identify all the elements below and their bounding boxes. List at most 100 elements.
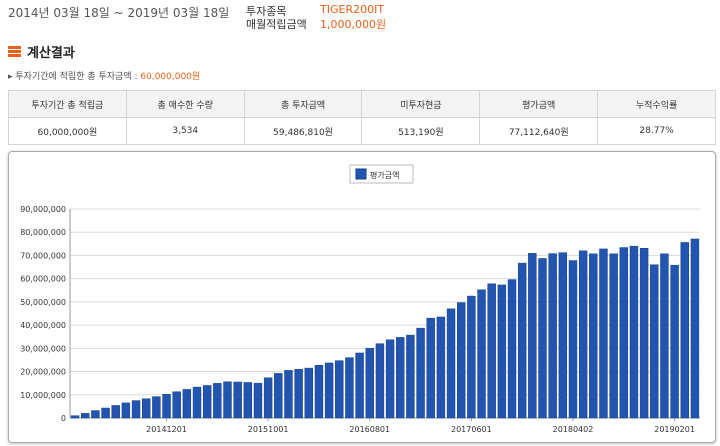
- bar: [578, 250, 588, 419]
- value-uninvested-cash: 513,190원: [361, 117, 481, 145]
- bar: [660, 253, 669, 419]
- bar: [497, 284, 507, 419]
- bar: [81, 413, 90, 419]
- bar: [70, 415, 80, 419]
- legend-label: 평가금액: [370, 170, 399, 180]
- bar: [629, 245, 639, 419]
- chart-canvas: 평가금액 0 10,000,000 20,000,000 30,000,000 40,00…: [20, 164, 700, 434]
- summary-header-row: 투자기간 총 적립금 총 매수한 수량 총 투자금액 미투자현금 평가금액 누적…: [8, 90, 716, 118]
- bar: [416, 327, 425, 419]
- header-valuation: 평가금액: [479, 90, 599, 118]
- y-tick-label: 30,000,000: [20, 344, 66, 353]
- value-total-invested: 59,486,810원: [243, 117, 363, 145]
- bar: [517, 262, 527, 419]
- bar: [192, 386, 202, 419]
- bar: [141, 398, 151, 419]
- summary-value-row: 60,000,000원 3,534 59,486,810원 513,190원 7…: [8, 117, 716, 145]
- note-prefix: 투자기간에 적립한 총 투자금액 :: [15, 72, 141, 82]
- bar: [589, 253, 598, 419]
- bar: [253, 382, 263, 419]
- bar: [131, 400, 141, 419]
- y-tick-label: 50,000,000: [20, 298, 66, 307]
- bar: [345, 357, 354, 419]
- bar: [243, 382, 253, 419]
- summary-table: 투자기간 총 적립금 총 매수한 수량 총 투자금액 미투자현금 평가금액 누적…: [8, 90, 716, 145]
- bar: [324, 362, 334, 419]
- x-tick-label: 20160801: [349, 425, 390, 434]
- bar: [558, 252, 568, 419]
- bar: [121, 402, 131, 419]
- bar: [152, 396, 161, 419]
- note-amount: 60,000,000원: [140, 72, 201, 82]
- bar: [172, 391, 181, 419]
- bar: [487, 283, 496, 419]
- bar: [314, 365, 324, 419]
- bar: [639, 247, 649, 419]
- legend-swatch: [355, 168, 367, 180]
- bar: [223, 381, 232, 419]
- section-title: 계산결과: [8, 42, 75, 61]
- bar: [528, 253, 537, 419]
- total-investment-note: ▸ 투자기간에 적립한 총 투자금액 : 60,000,000원: [8, 69, 200, 82]
- bar: [507, 279, 517, 419]
- bar: [619, 247, 629, 419]
- header-total-quantity: 총 매수한 수량: [125, 90, 245, 118]
- bar: [650, 264, 659, 419]
- bar: [467, 295, 476, 419]
- valuation-chart: 평가금액 0 10,000,000 20,000,000 30,000,000 40,00…: [8, 151, 716, 443]
- header-total-savings: 투자기간 총 적립금: [8, 90, 127, 118]
- bar: [406, 334, 415, 419]
- bar: [426, 317, 435, 419]
- bar: [477, 289, 486, 419]
- bar: [304, 367, 314, 419]
- value-total-quantity: 3,534: [125, 117, 245, 145]
- bar: [162, 394, 171, 419]
- bar: [456, 302, 466, 419]
- value-cumulative-return: 28.77%: [597, 117, 716, 145]
- bar: [182, 389, 192, 419]
- bar: [91, 410, 100, 419]
- y-tick-label: 20,000,000: [20, 368, 66, 377]
- bar: [202, 385, 212, 419]
- y-tick-label: 70,000,000: [20, 251, 66, 260]
- header-total-invested: 총 투자금액: [243, 90, 363, 118]
- bar: [568, 260, 578, 419]
- y-tick-label: 60,000,000: [20, 275, 66, 284]
- x-tick-label: 20190201: [654, 425, 695, 434]
- monthly-label: 매월적립금액: [246, 18, 307, 31]
- bar: [396, 337, 405, 419]
- menu-list-icon: [8, 45, 21, 57]
- bar: [365, 348, 374, 419]
- bar: [375, 343, 385, 419]
- x-tick-label: 20170601: [451, 425, 492, 434]
- bar: [538, 258, 547, 419]
- y-tick-label: 90,000,000: [20, 205, 66, 214]
- section-title-text: 계산결과: [27, 45, 75, 61]
- stock-value: TIGER200IT: [320, 3, 385, 16]
- bar: [385, 339, 395, 419]
- x-tick-label: 20151001: [248, 425, 289, 434]
- bar: [335, 360, 344, 419]
- bar: [599, 248, 608, 419]
- bar: [274, 373, 283, 419]
- y-tick-label: 0: [61, 414, 66, 423]
- bar: [680, 242, 689, 419]
- header-uninvested-cash: 미투자현금: [361, 90, 481, 118]
- bar: [690, 238, 700, 419]
- value-total-savings: 60,000,000원: [8, 117, 127, 145]
- bar: [436, 316, 446, 419]
- bar: [213, 383, 222, 419]
- bar: [284, 370, 293, 419]
- bullet-icon: ▸: [8, 72, 16, 82]
- y-tick-label: 10,000,000: [20, 391, 66, 400]
- bar: [446, 308, 456, 419]
- header-info: 2014년 03월 18일 ~ 2019년 03월 18일 투자종목 매월적립금…: [0, 0, 720, 36]
- bar: [355, 352, 364, 419]
- header-cumulative-return: 누적수익률: [597, 90, 716, 118]
- x-tick-label: 20141201: [146, 425, 187, 434]
- bar: [548, 253, 557, 419]
- value-valuation: 77,112,640원: [479, 117, 599, 145]
- bar: [101, 407, 110, 419]
- x-tick-label: 20180402: [553, 425, 594, 434]
- bar: [263, 377, 273, 419]
